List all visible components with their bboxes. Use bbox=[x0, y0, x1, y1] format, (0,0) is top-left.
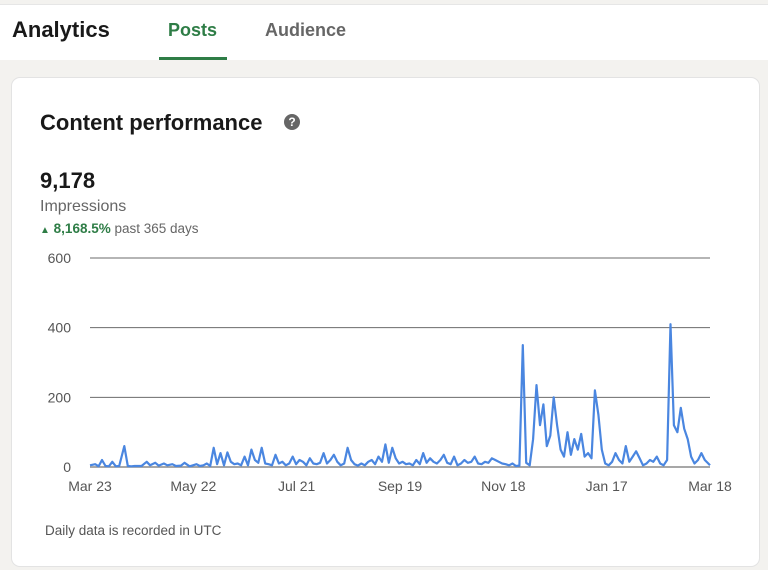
tab-posts[interactable]: Posts bbox=[168, 20, 218, 40]
top-bar: Analytics Posts Audience bbox=[0, 4, 768, 60]
svg-text:Jan 17: Jan 17 bbox=[586, 478, 628, 494]
svg-text:400: 400 bbox=[48, 320, 72, 336]
svg-text:Jul 21: Jul 21 bbox=[278, 478, 316, 494]
content-performance-card: Content performance ? 9,178 Impressions … bbox=[11, 77, 760, 567]
svg-text:600: 600 bbox=[48, 250, 72, 266]
y-axis-ticks: 0 200 400 600 bbox=[48, 250, 72, 475]
change-period: past 365 days bbox=[114, 221, 199, 236]
active-tab-indicator bbox=[159, 57, 227, 60]
svg-text:200: 200 bbox=[48, 389, 72, 405]
footnote: Daily data is recorded in UTC bbox=[45, 523, 222, 538]
svg-text:Nov 18: Nov 18 bbox=[481, 478, 526, 494]
impressions-line-chart: 0 200 400 600 Mar 23 May 22 Jul 21 Sep 19 Nov 1… bbox=[48, 250, 732, 494]
impressions-value: 9,178 bbox=[40, 168, 96, 193]
chart-gridlines bbox=[90, 257, 710, 468]
svg-text:Sep 19: Sep 19 bbox=[378, 478, 423, 494]
impressions-label: Impressions bbox=[40, 198, 127, 215]
svg-text:May 22: May 22 bbox=[170, 478, 216, 494]
question-circle-icon[interactable]: ? bbox=[284, 114, 300, 130]
impressions-change: ▲ 8,168.5% past 365 days bbox=[40, 221, 199, 236]
svg-text:0: 0 bbox=[63, 459, 71, 475]
svg-text:Mar 18: Mar 18 bbox=[688, 478, 732, 494]
change-percent: 8,168.5% bbox=[53, 221, 111, 236]
trend-up-icon: ▲ bbox=[40, 225, 50, 236]
page-title: Analytics bbox=[12, 17, 110, 42]
tab-audience[interactable]: Audience bbox=[265, 20, 347, 40]
card-title: Content performance bbox=[40, 110, 263, 135]
x-axis-ticks: Mar 23 May 22 Jul 21 Sep 19 Nov 18 Jan 17 Mar … bbox=[68, 478, 732, 494]
svg-text:Mar 23: Mar 23 bbox=[68, 478, 112, 494]
impressions-line bbox=[89, 323, 711, 468]
